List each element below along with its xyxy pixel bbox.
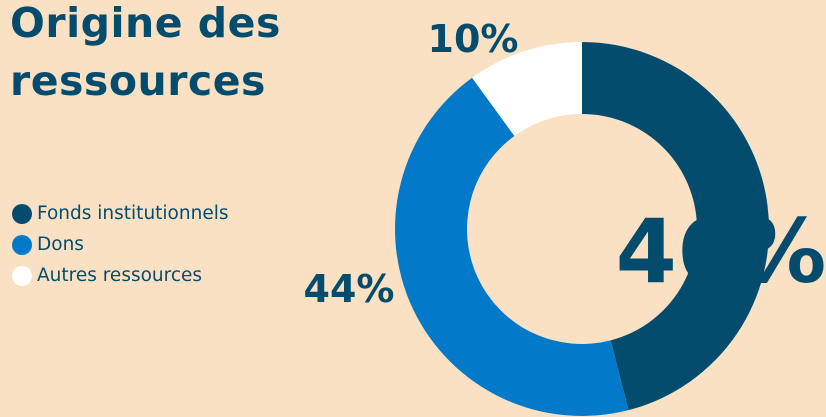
legend-swatch-dons bbox=[12, 234, 32, 255]
legend-swatch-fonds-institutionnels bbox=[12, 203, 32, 224]
legend-item-fonds-institutionnels: Fonds institutionnels bbox=[12, 198, 229, 229]
legend: Fonds institutionnels Dons Autres ressou… bbox=[12, 198, 229, 291]
slice-label-autres-ressources: 10% bbox=[428, 17, 519, 61]
slice-label-fonds-institutionnels: 46% bbox=[616, 200, 826, 303]
legend-swatch-autres-ressources bbox=[12, 265, 32, 286]
legend-item-dons: Dons bbox=[12, 229, 229, 260]
legend-item-autres-ressources: Autres ressources bbox=[12, 260, 229, 291]
legend-label-fonds-institutionnels: Fonds institutionnels bbox=[37, 203, 229, 224]
donut-slice-dons bbox=[395, 77, 629, 417]
slice-label-dons: 44% bbox=[304, 267, 395, 311]
chart-title-line-1: Origine des bbox=[10, 0, 281, 47]
legend-label-dons: Dons bbox=[37, 234, 84, 255]
donut-slices bbox=[395, 42, 770, 417]
chart-title-line-2: ressources bbox=[10, 57, 266, 105]
chart-title: Origine des ressources bbox=[10, 0, 281, 110]
donut-slice-autres-ressources bbox=[472, 42, 582, 136]
donut-slice-fonds-institutionnels bbox=[582, 42, 770, 411]
legend-label-autres-ressources: Autres ressources bbox=[37, 265, 203, 286]
